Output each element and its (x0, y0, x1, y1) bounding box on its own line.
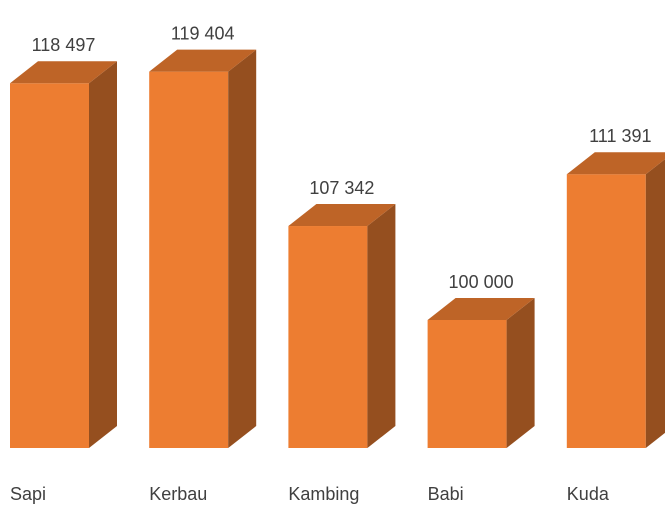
bar-side (367, 204, 396, 448)
x-tick-label: Sapi (10, 484, 46, 504)
bar-top (566, 152, 665, 175)
bar-top (427, 298, 535, 320)
x-tick-label: Babi (428, 484, 464, 504)
value-label: 107 342 (309, 178, 374, 198)
value-label: 100 000 (449, 272, 514, 292)
value-label: 118 497 (32, 35, 96, 55)
x-tick-label: Kerbau (149, 484, 207, 504)
bar-front (427, 320, 507, 448)
bar-side (506, 298, 535, 448)
bar-side (228, 49, 257, 449)
bar-side (89, 61, 117, 448)
value-label: 119 404 (171, 23, 235, 43)
bar-top (288, 204, 396, 227)
bar-top (10, 61, 117, 84)
bar-side (645, 159, 665, 448)
bar-front (288, 226, 368, 448)
x-tick-label: Kuda (567, 484, 610, 504)
x-tick-label: Kambing (288, 484, 359, 504)
bar-front (566, 174, 646, 449)
bar-front (10, 83, 89, 448)
bar-top (149, 49, 257, 72)
value-label: 111 391 (589, 126, 651, 146)
bar-front (149, 71, 229, 449)
